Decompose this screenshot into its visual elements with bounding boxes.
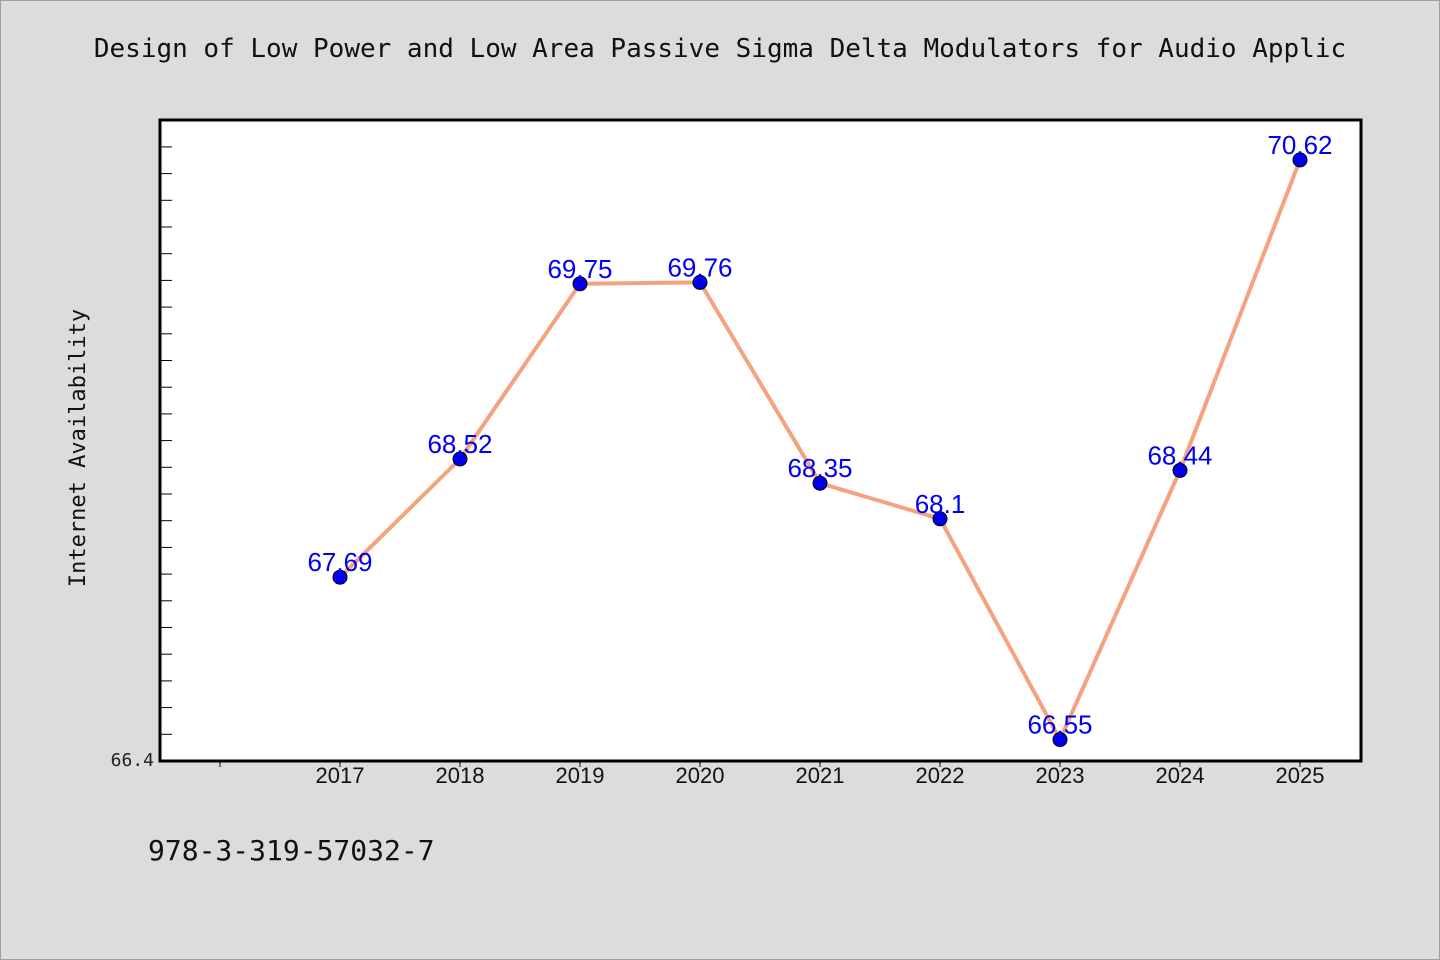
data-point (452, 451, 468, 467)
isbn-note: 978-3-319-57032-7 (148, 834, 435, 867)
x-tick-label: 2023 (1036, 763, 1085, 788)
data-point (1052, 732, 1068, 748)
x-tick-label: 2017 (316, 763, 365, 788)
x-axis-ticks: 2017 2018 2019 2020 2021 2022 2023 2024 2025 (219, 761, 1325, 788)
data-label: 69.76 (667, 252, 732, 282)
data-point (572, 276, 588, 292)
data-label: 68.44 (1147, 440, 1212, 470)
x-tick-label: 2024 (1156, 763, 1205, 788)
data-point (1292, 152, 1308, 168)
y-axis-min-label: 66.4 (111, 750, 154, 771)
y-axis-label: Internet Availability (66, 309, 91, 587)
data-label: 68.1 (915, 489, 966, 519)
x-tick-label: 2021 (796, 763, 845, 788)
plot-area (158, 118, 1363, 763)
data-point (332, 569, 348, 585)
data-label: 69.75 (547, 254, 612, 284)
data-point (692, 274, 708, 290)
data-point (1172, 462, 1188, 478)
y-axis-ticks (160, 146, 172, 762)
data-label: 66.55 (1027, 710, 1092, 740)
x-tick-label: 2019 (556, 763, 605, 788)
data-label: 68.35 (787, 453, 852, 483)
x-tick-label: 2020 (676, 763, 725, 788)
data-point (932, 511, 948, 527)
x-tick-label: 2025 (1276, 763, 1325, 788)
data-label: 68.52 (427, 429, 492, 459)
x-tick-label: 2018 (436, 763, 485, 788)
data-label: 70.62 (1267, 130, 1332, 160)
chart-title: Design of Low Power and Low Area Passive… (93, 34, 1347, 64)
data-point (812, 475, 828, 491)
x-tick-label: 2022 (916, 763, 965, 788)
data-label: 67.69 (307, 547, 372, 577)
series-layer: 67.69 68.52 69.75 69.76 68.35 68.1 66.55 68.44 7… (307, 130, 1333, 748)
